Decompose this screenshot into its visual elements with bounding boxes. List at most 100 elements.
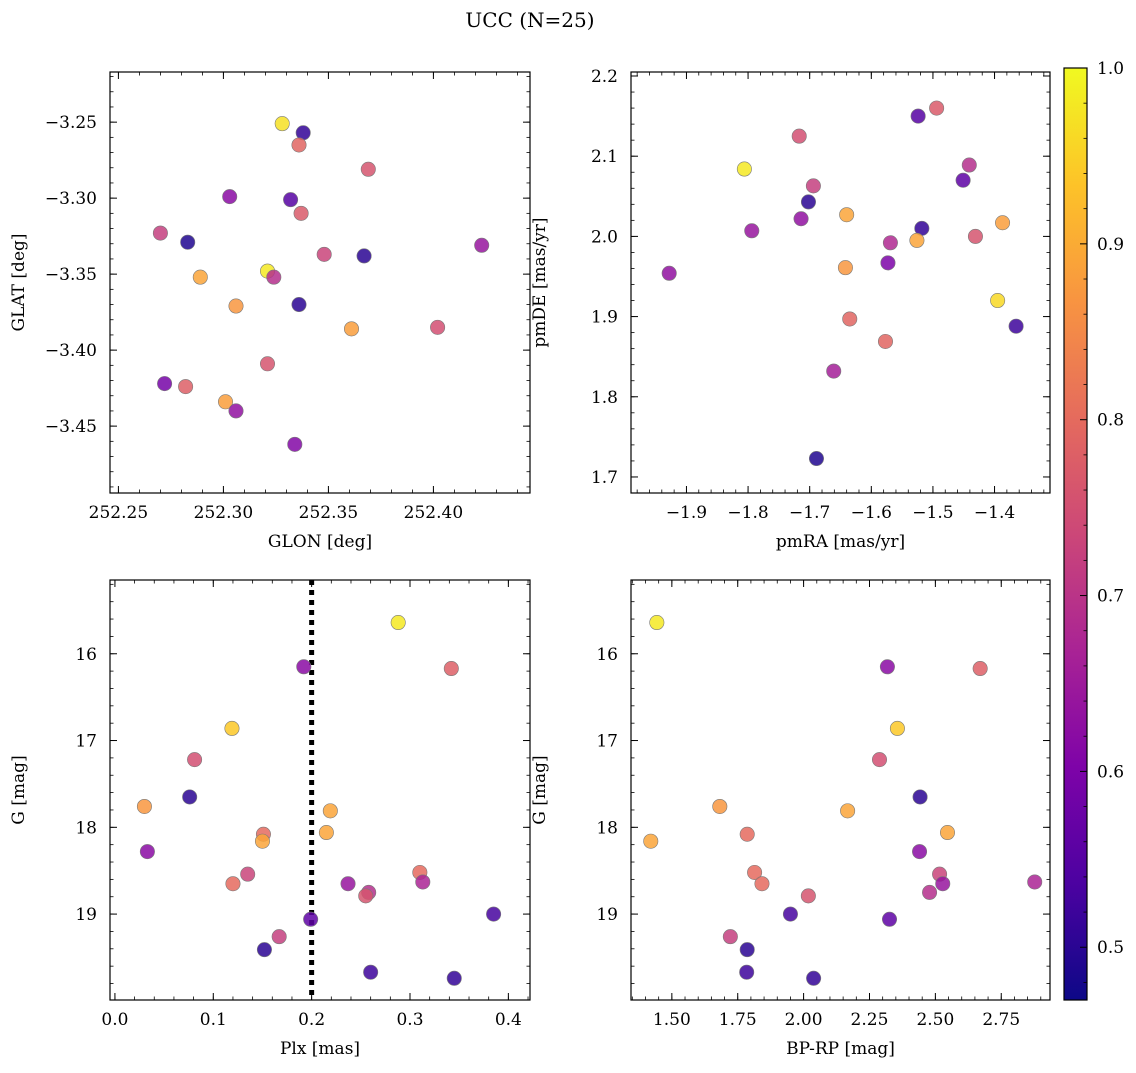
scatter-point-25 xyxy=(287,436,303,452)
scatter-point-1 xyxy=(274,116,290,132)
scatter-point-25 xyxy=(808,451,824,467)
scatter-point-16 xyxy=(754,876,770,892)
panel-4: 1.50 1.75 2.00 2.25 2.50 2.75 16 17 18 19 BP-RP [m… xyxy=(530,579,1051,1059)
scatter-point-19 xyxy=(800,888,816,904)
x-tick-label: −1.6 xyxy=(851,503,892,523)
figure-title: UCC (N=25) xyxy=(465,8,594,32)
scatter-point-10 xyxy=(739,826,755,842)
panel-1: 252.25 252.30 252.35 252.40 −3.45 −3.40 −3.35 −… xyxy=(9,71,531,552)
scatter-point-25 xyxy=(806,970,822,986)
y-axis-label: GLAT [deg] xyxy=(9,233,29,331)
scatter-point-11 xyxy=(316,246,332,262)
scatter-point-18 xyxy=(922,884,938,900)
scatter-point-18 xyxy=(343,321,359,337)
y-axis-label: pmDE [mas/yr] xyxy=(530,217,550,347)
y-tick-label: 19 xyxy=(596,905,618,925)
scatter-point-7 xyxy=(712,798,728,814)
scatter-point-3 xyxy=(791,128,807,144)
y-tick-label: −3.45 xyxy=(45,417,97,437)
x-tick-label: 252.40 xyxy=(404,503,463,523)
scatter-point-10 xyxy=(793,211,809,227)
scatter-point-6 xyxy=(955,172,971,188)
scatter-point-25 xyxy=(446,970,462,986)
x-axis-label: pmRA [mas/yr] xyxy=(776,532,905,552)
scatter-point-20 xyxy=(259,356,275,372)
colorbar-tick-label: 0.9 xyxy=(1097,235,1124,255)
scatter-point-12 xyxy=(912,844,928,860)
scatter-point-24 xyxy=(826,363,842,379)
scatter-point-22 xyxy=(271,929,287,945)
scatter-point-15 xyxy=(909,232,925,248)
panel-3: 0.0 0.1 0.2 0.3 0.4 16 17 18 19 Plx [mas] G [mag] xyxy=(9,579,531,1059)
scatter-point-17 xyxy=(291,297,307,313)
scatter-point-2 xyxy=(879,659,895,675)
x-axis-label: Plx [mas] xyxy=(280,1039,360,1059)
scatter-point-8 xyxy=(800,194,816,210)
scatter-point-13 xyxy=(744,223,760,239)
y-tick-label: 2.0 xyxy=(591,227,618,247)
x-tick-label: 0.3 xyxy=(396,1010,423,1030)
scatter-point-6 xyxy=(283,192,299,208)
x-tick-label: 2.75 xyxy=(982,1010,1020,1030)
x-tick-label: 252.35 xyxy=(299,503,358,523)
y-tick-label: −3.30 xyxy=(45,189,97,209)
x-tick-label: 0.4 xyxy=(495,1010,522,1030)
scatter-point-16 xyxy=(225,876,241,892)
colorbar: 0.5 0.6 0.7 0.8 0.9 1.0 xyxy=(1063,59,1124,1001)
scatter-point-24 xyxy=(739,964,755,980)
x-tick-label: −1.9 xyxy=(666,503,707,523)
scatter-point-4 xyxy=(961,157,977,173)
colorbar-tick-label: 0.7 xyxy=(1097,587,1124,607)
scatter-point-7 xyxy=(805,178,821,194)
y-tick-label: 2.2 xyxy=(591,67,618,87)
scatter-point-4 xyxy=(224,720,240,736)
scatter-point-13 xyxy=(747,864,763,880)
scatter-point-8 xyxy=(322,803,338,819)
scatter-point-16 xyxy=(882,235,898,251)
scatter-point-1 xyxy=(390,615,406,631)
plot-frame xyxy=(630,579,1051,1001)
plot-frame xyxy=(630,71,1051,494)
y-tick-label: 18 xyxy=(596,818,618,838)
plot-frame xyxy=(109,579,531,1001)
colorbar-tick-label: 0.8 xyxy=(1097,411,1124,431)
x-tick-label: 252.30 xyxy=(194,503,253,523)
scatter-point-6 xyxy=(182,789,198,805)
scatter-point-9 xyxy=(318,825,334,841)
scatter-point-24 xyxy=(363,964,379,980)
y-tick-label: 1.7 xyxy=(591,468,618,488)
scatter-point-14 xyxy=(266,269,282,285)
x-tick-label: 0.1 xyxy=(200,1010,227,1030)
x-tick-label: 1.75 xyxy=(719,1010,757,1030)
x-tick-label: 0.2 xyxy=(298,1010,325,1030)
scatter-point-17 xyxy=(340,876,356,892)
y-tick-label: 16 xyxy=(596,645,618,665)
scatter-point-15 xyxy=(415,874,431,890)
scatter-point-5 xyxy=(222,189,238,205)
scatter-point-15 xyxy=(192,269,208,285)
scatter-point-8 xyxy=(840,803,856,819)
y-tick-label: −3.40 xyxy=(45,341,97,361)
scatter-point-1 xyxy=(929,100,945,116)
scatter-point-7 xyxy=(136,798,152,814)
plot-frame xyxy=(109,71,531,494)
scatter-point-16 xyxy=(228,298,244,314)
scatter-point-11 xyxy=(995,215,1011,231)
colorbar-tick-label: 0.6 xyxy=(1097,762,1124,782)
scatter-point-3 xyxy=(291,137,307,153)
y-tick-label: 18 xyxy=(75,818,97,838)
scatter-point-20 xyxy=(782,906,798,922)
y-axis-label: G [mag] xyxy=(530,755,550,824)
scatter-point-21 xyxy=(303,911,319,927)
scatter-point-19 xyxy=(661,265,677,281)
scatter-point-23 xyxy=(256,942,272,958)
scatter-point-18 xyxy=(837,260,853,276)
scatter-point-21 xyxy=(157,376,173,392)
scatter-point-7 xyxy=(293,205,309,221)
y-axis-label: G [mag] xyxy=(9,755,29,824)
colorbar-tick-label: 0.5 xyxy=(1097,938,1124,958)
scatter-point-21 xyxy=(882,911,898,927)
scatter-point-2 xyxy=(296,659,312,675)
scatter-point-11 xyxy=(643,833,659,849)
